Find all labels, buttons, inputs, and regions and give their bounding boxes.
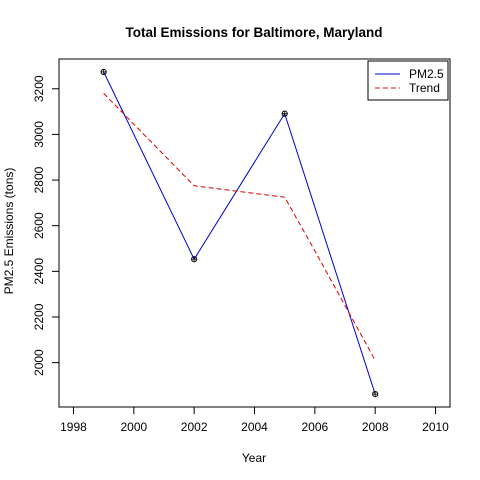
y-tick-label: 2600 [32, 212, 46, 239]
plot-frame [58, 58, 451, 408]
y-tick-label: 2400 [32, 258, 46, 285]
x-tick-label: 2004 [241, 420, 268, 434]
y-tick-label: 2800 [32, 166, 46, 193]
chart-title: Total Emissions for Baltimore, Maryland [125, 25, 382, 40]
x-tick-label: 2006 [301, 420, 328, 434]
series-line-trend [103, 92, 376, 361]
x-tick-label: 2002 [181, 420, 208, 434]
x-tick-label: 2000 [120, 420, 147, 434]
x-tick-label: 2010 [422, 420, 449, 434]
y-axis: 2000 2200 2400 2600 2800 3000 3200 [32, 75, 60, 376]
series-layer [100, 68, 379, 398]
data-point-cross [372, 391, 378, 397]
data-point-cross [101, 69, 107, 75]
x-axis-label: Year [242, 451, 266, 465]
x-tick-label: 1998 [60, 420, 87, 434]
y-tick-label: 2000 [32, 349, 46, 376]
legend-label: Trend [409, 81, 440, 95]
data-point-cross [191, 256, 197, 262]
y-tick-label: 2200 [32, 303, 46, 330]
x-tick-label: 2008 [362, 420, 389, 434]
y-tick-label: 3000 [32, 121, 46, 148]
legend-label: PM2.5 [409, 67, 444, 81]
y-axis-label: PM2.5 Emissions (tons) [2, 168, 16, 295]
series-line-pm2-5 [103, 71, 376, 395]
legend-box [367, 60, 449, 101]
x-axis: 1998 2000 2002 2004 2006 2008 2010 [60, 406, 449, 434]
y-tick-label: 3200 [32, 75, 46, 102]
data-point-cross [282, 111, 288, 117]
